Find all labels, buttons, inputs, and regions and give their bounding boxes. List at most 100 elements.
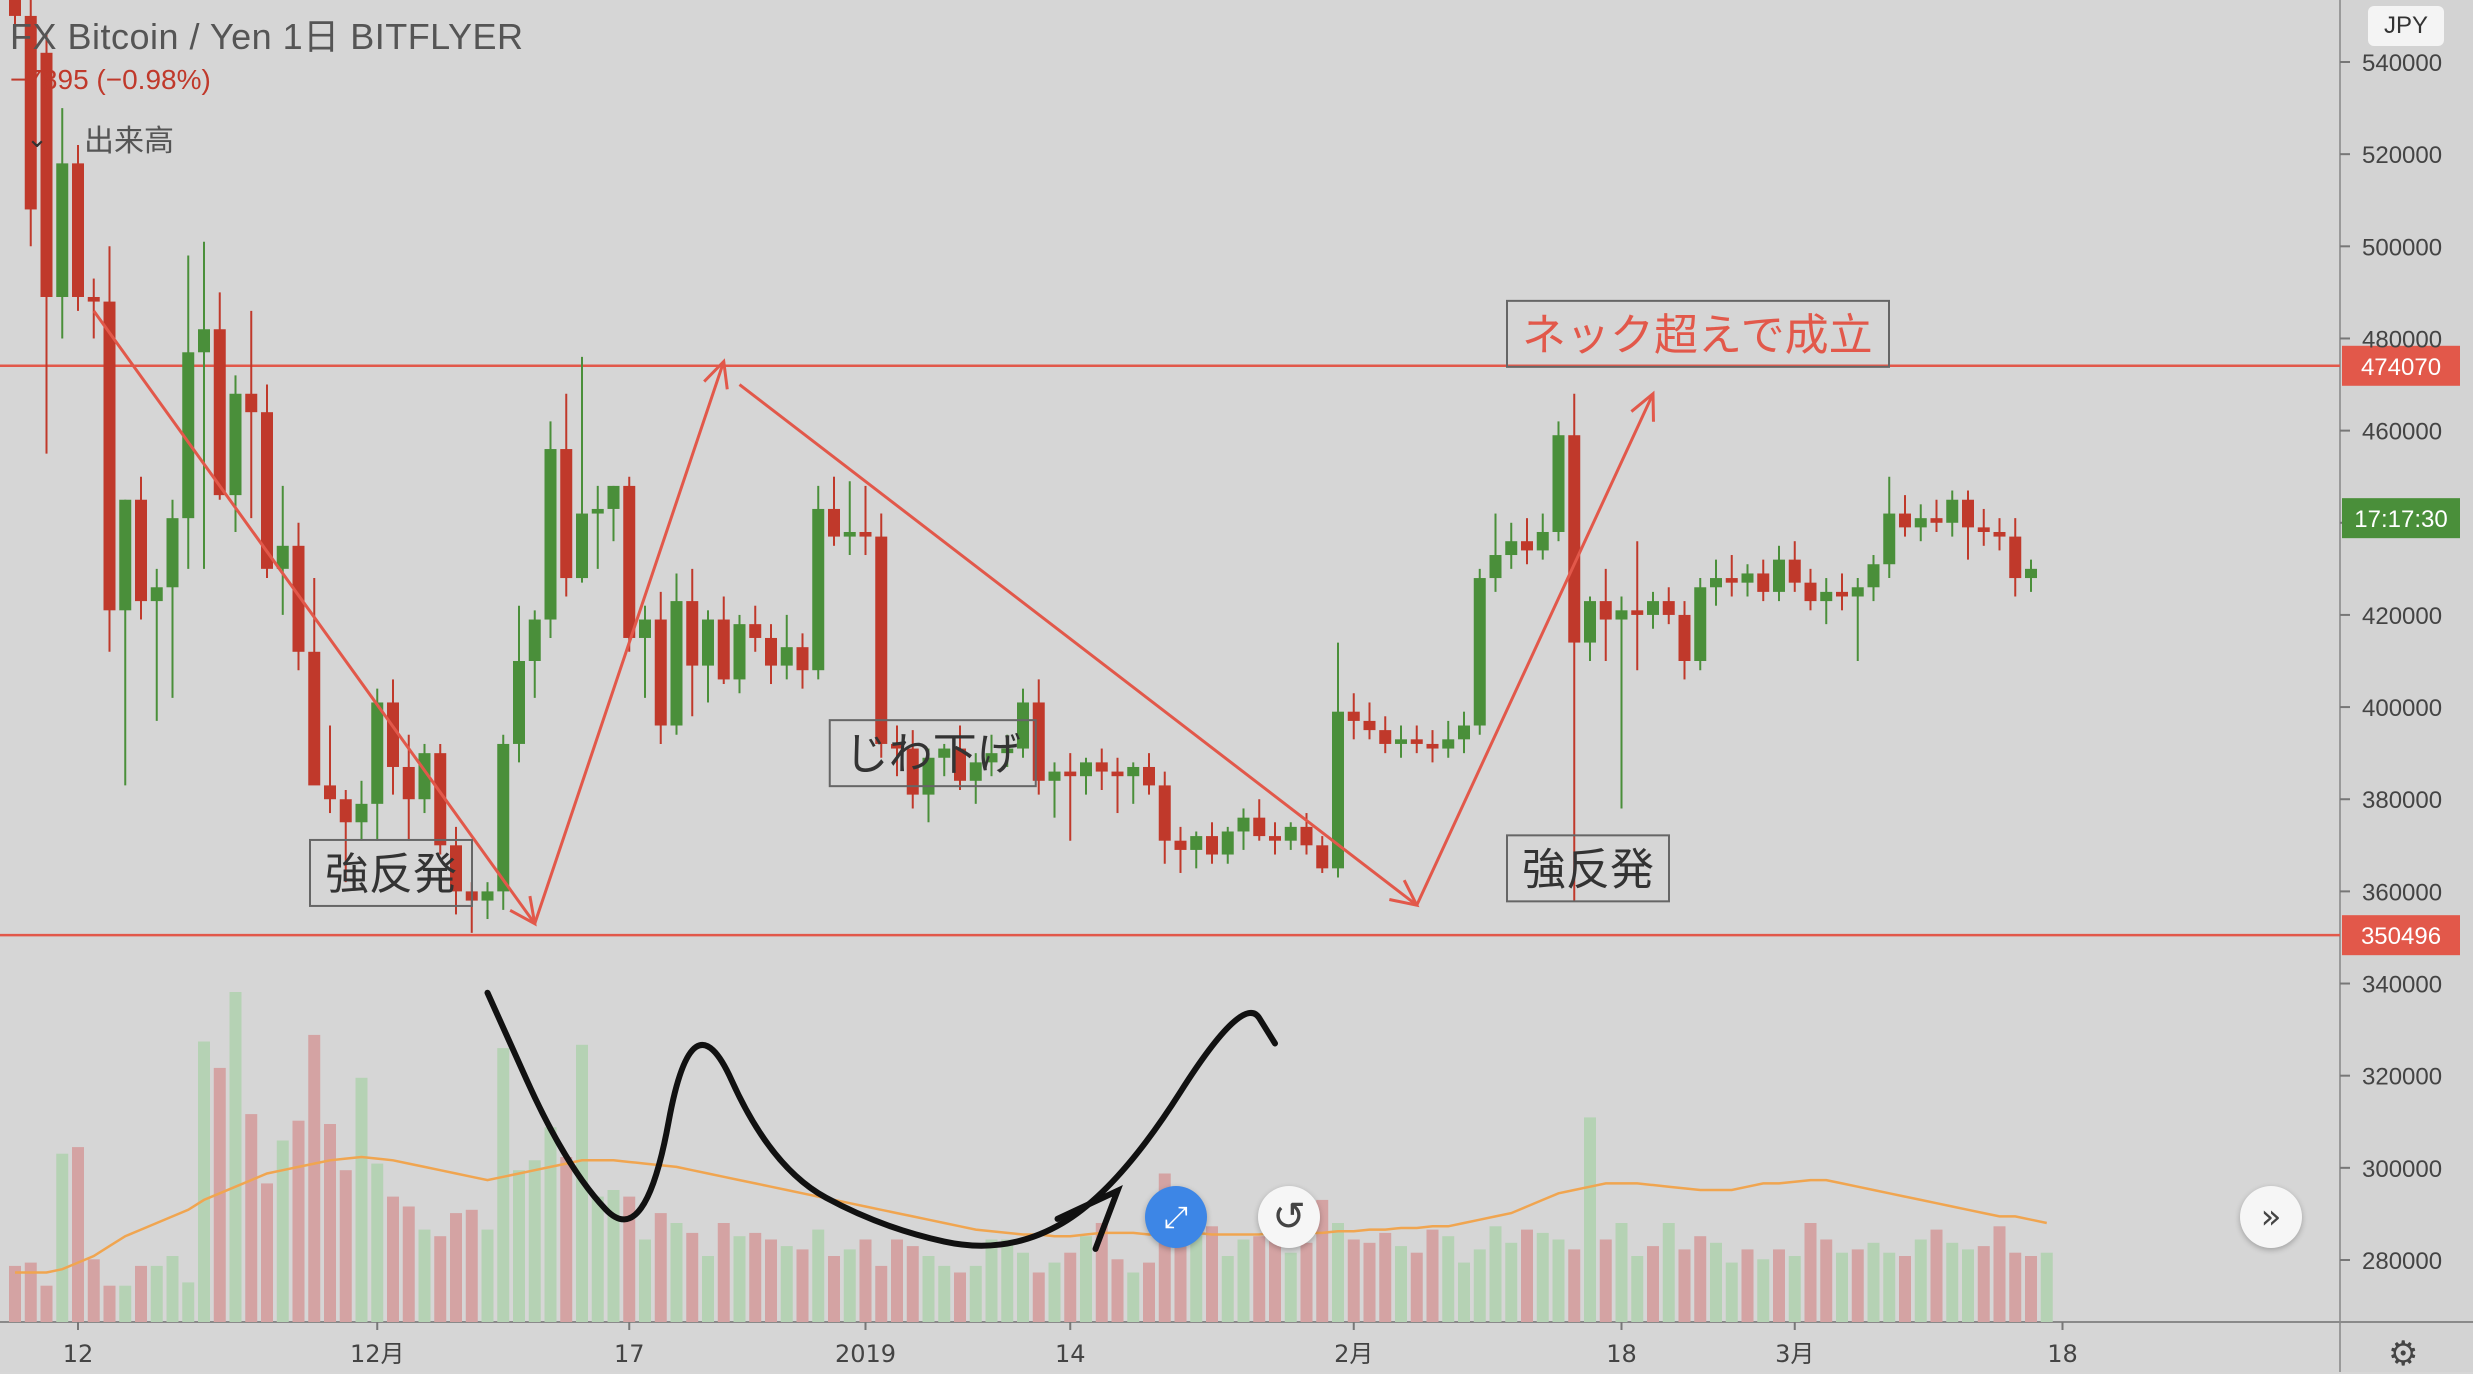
candle-body [702, 619, 714, 666]
chevron-down-icon[interactable]: ⌄ [26, 122, 48, 153]
gear-icon[interactable]: ⚙ [2388, 1334, 2419, 1374]
candle-body [528, 619, 541, 661]
volume-bar [198, 1041, 210, 1322]
candle-body [1017, 702, 1029, 749]
currency-badge[interactable]: JPY [2368, 6, 2444, 46]
volume-bar [765, 1239, 777, 1322]
price-tick-label: 300000 [2362, 1156, 2442, 1183]
volume-bar [1930, 1229, 1943, 1322]
time-axis: 12 12月 17 2019 14 2月 18 3月 18 [63, 1322, 2078, 1368]
freehand-w-line[interactable] [484, 989, 1278, 1249]
volume-bar [103, 1285, 116, 1322]
candle-body [1111, 771, 1124, 777]
candle-body [1615, 610, 1628, 620]
candle-body [1253, 817, 1266, 837]
candle-body [1962, 499, 1974, 528]
volume-bar [1977, 1246, 1990, 1322]
candle-body [371, 702, 384, 804]
volume-bar [1111, 1259, 1124, 1322]
volume-bar [513, 1170, 525, 1322]
trend-arrow-head [1630, 390, 1655, 422]
volume-legend[interactable]: ⌄ 出来高 [10, 112, 174, 164]
candle-body [749, 624, 762, 638]
volume-bar [355, 1077, 368, 1322]
candle-body [355, 803, 368, 823]
volume-bar [859, 1239, 872, 1322]
candle-body [891, 743, 903, 749]
trend-arrow-line[interactable] [533, 361, 726, 925]
volume-bar [843, 1249, 856, 1322]
candle-body [9, 0, 21, 16]
trend-arrow-line[interactable] [92, 309, 536, 925]
symbol-title[interactable]: FX Bitcoin / Yen 1日 BITFLYER [10, 16, 524, 57]
trend-arrows [92, 309, 1655, 927]
volume-bar [1505, 1242, 1518, 1322]
horizontal-line-label-bg [2342, 345, 2460, 386]
reset-chart-button[interactable]: ↺ [1258, 1186, 1320, 1248]
volume-bar [1757, 1259, 1770, 1322]
volume-bar [1032, 1272, 1045, 1322]
volume-bar [2040, 1252, 2053, 1322]
volume-bar [954, 1272, 966, 1322]
volume-bar [1631, 1256, 1644, 1322]
fit-screen-button[interactable]: ⤢ [1145, 1186, 1207, 1248]
candle-body [560, 449, 573, 579]
trend-arrow-line[interactable] [1415, 393, 1655, 906]
volume-bar [1820, 1239, 1833, 1322]
candle-body [1804, 582, 1817, 602]
annotation-box[interactable] [1506, 834, 1670, 903]
candle-body [1977, 527, 1990, 532]
candle-body [1757, 573, 1770, 592]
candle-body [1143, 766, 1155, 786]
volume-bar [985, 1239, 998, 1322]
trend-arrow-line[interactable] [738, 383, 1418, 907]
candle-body [969, 762, 982, 781]
candle-body [1489, 555, 1502, 579]
volume-bar [544, 1127, 557, 1322]
volume-bar [1206, 1226, 1218, 1322]
candle-body [450, 845, 462, 892]
candle-body [1237, 817, 1250, 832]
volume-bar [1410, 1252, 1423, 1322]
volume-bar [1190, 1232, 1203, 1322]
candle-body [245, 393, 258, 413]
volume-bar [1615, 1223, 1628, 1322]
candle-body [985, 753, 998, 763]
candle-body [1993, 531, 2006, 537]
candle-body [686, 601, 699, 666]
price-tick-label: 340000 [2362, 972, 2442, 999]
volume-bar [371, 1163, 384, 1322]
volume-bar [1993, 1226, 2006, 1322]
candle-body [1568, 435, 1581, 643]
annotation-box[interactable] [309, 838, 473, 907]
candle-body [261, 412, 273, 569]
volume-bar [560, 1157, 573, 1322]
price-change: −7895 (−0.98%) [10, 64, 211, 95]
volume-bar [9, 1265, 21, 1322]
candle-body [1032, 702, 1045, 781]
volume-bar [1914, 1239, 1927, 1322]
candle-body [119, 499, 132, 611]
candle-body [1584, 601, 1596, 643]
annotation-box[interactable] [1506, 299, 1890, 368]
volume-bar [2009, 1252, 2022, 1322]
candle-body [182, 352, 195, 519]
volume-bar [1599, 1239, 1612, 1322]
volume-bar [387, 1196, 399, 1322]
candle-body [938, 748, 951, 758]
scroll-to-latest-button[interactable]: » [2240, 1186, 2302, 1248]
candle-body [1379, 730, 1392, 744]
candle-body [1001, 748, 1014, 754]
candle-body [1867, 564, 1880, 588]
candle-body [733, 624, 746, 680]
candle-body [387, 702, 399, 767]
price-axis-panel[interactable] [2340, 0, 2473, 1372]
volume-bar [72, 1147, 84, 1322]
volume-bar [1521, 1229, 1533, 1322]
annotation-box[interactable] [828, 719, 1037, 788]
volume-bar [182, 1282, 195, 1322]
candle-body [1710, 578, 1722, 588]
time-tick-label: 18 [1606, 1340, 1637, 1368]
candle-body [1678, 614, 1691, 661]
